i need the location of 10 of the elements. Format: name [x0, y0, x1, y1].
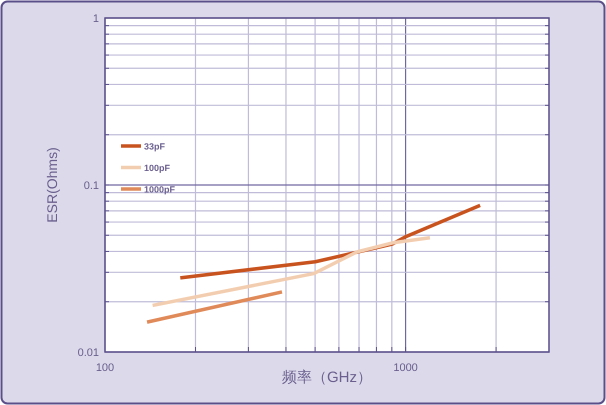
y-tick-label: 0.1: [84, 180, 99, 192]
y-axis-title: ESR(Ohms): [44, 147, 60, 223]
legend-label: 1000pF: [144, 184, 176, 194]
y-tick-label: 1: [92, 13, 99, 25]
x-axis-title: 频率（GHz）: [282, 369, 372, 386]
x-tick-label: 100: [96, 362, 114, 374]
legend-label: 100pF: [144, 163, 171, 173]
x-tick-label: 1000: [393, 362, 418, 374]
legend-label: 33pF: [144, 142, 166, 152]
y-tick-label: 0.01: [78, 347, 99, 359]
